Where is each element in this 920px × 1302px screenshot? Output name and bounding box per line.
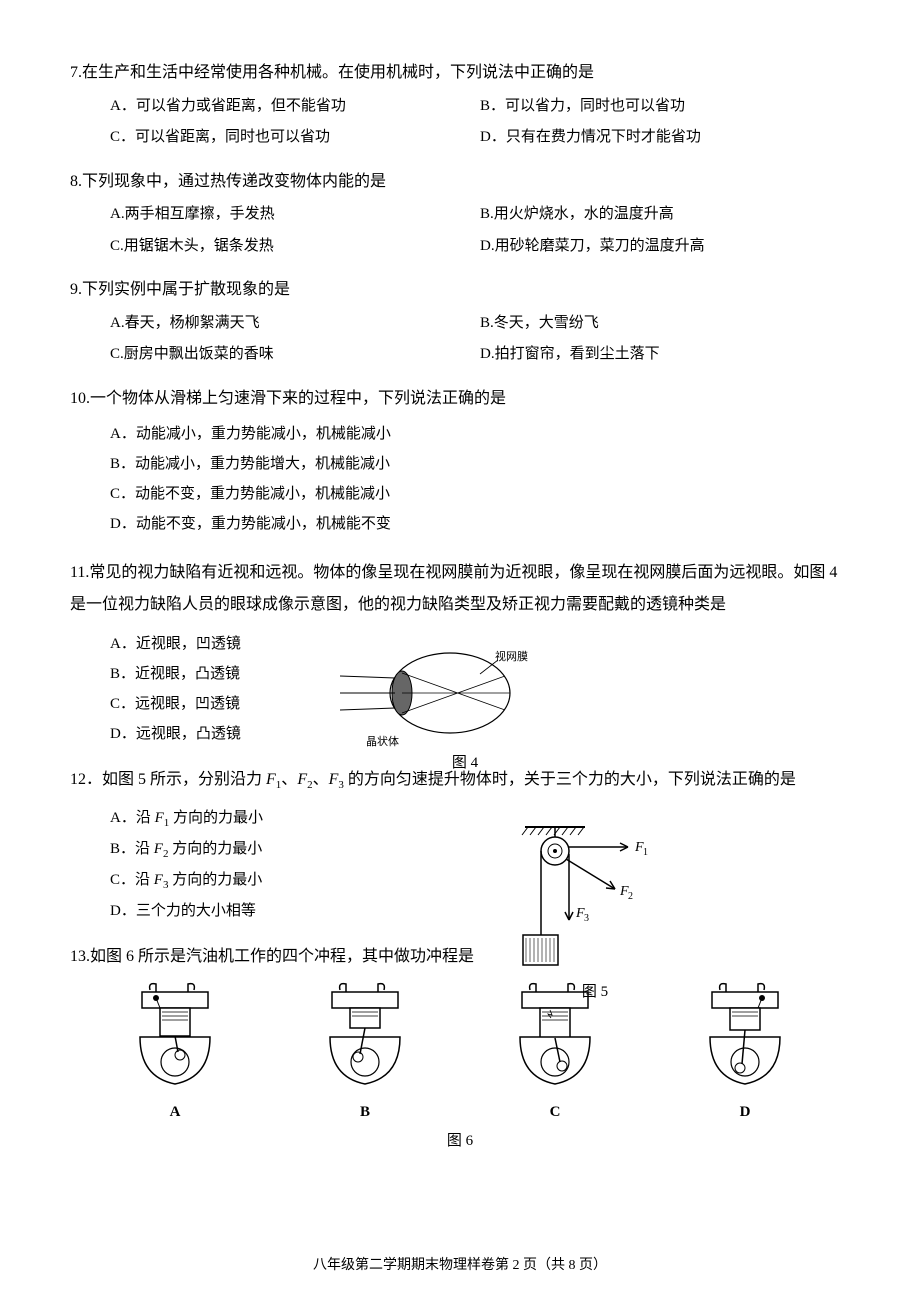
q9-opt-c: C.厨房中飘出饭菜的香味 bbox=[110, 342, 480, 368]
q7-stem: 7.在生产和生活中经常使用各种机械。在使用机械时，下列说法中正确的是 bbox=[70, 60, 850, 86]
q7-opt-b: B．可以省力，同时也可以省功 bbox=[480, 94, 850, 120]
q8-stem: 8.下列现象中，通过热传递改变物体内能的是 bbox=[70, 169, 850, 195]
q10-opt-a: A．动能减小，重力势能减小，机械能减小 bbox=[70, 419, 850, 449]
q11-stem: 11.常见的视力缺陷有近视和远视。物体的像呈现在视网膜前为近视眼，像呈现在视网膜… bbox=[70, 557, 850, 621]
q12-opt-c: C．沿 F3 方向的力最小 bbox=[70, 865, 850, 896]
engine-c-label: C bbox=[550, 1104, 561, 1121]
q8-opt-c: C.用锯锯木头，锯条发热 bbox=[110, 234, 480, 260]
q8-opt-a: A.两手相互摩擦，手发热 bbox=[110, 202, 480, 228]
q12-opt-d: D．三个力的大小相等 bbox=[70, 896, 850, 926]
q8-opt-d: D.用砂轮磨菜刀，菜刀的温度升高 bbox=[480, 234, 850, 260]
engine-b: B bbox=[310, 982, 420, 1121]
q12-opt-b: B．沿 F2 方向的力最小 bbox=[70, 834, 850, 865]
engine-a-icon bbox=[120, 982, 230, 1090]
question-7: 7.在生产和生活中经常使用各种机械。在使用机械时，下列说法中正确的是 A．可以省… bbox=[70, 60, 850, 151]
q9-opt-d: D.拍打窗帘，看到尘土落下 bbox=[480, 342, 850, 368]
q10-stem: 10.一个物体从滑梯上匀速滑下来的过程中，下列说法正确的是 bbox=[70, 386, 850, 412]
retina-label: 视网膜 bbox=[495, 648, 528, 664]
q12-opt-a: A．沿 F1 方向的力最小 bbox=[70, 803, 850, 834]
question-12: 12．如图 5 所示，分别沿力 F1、F2、F3 的方向匀速提升物体时，关于三个… bbox=[70, 767, 850, 926]
engine-b-label: B bbox=[360, 1104, 370, 1121]
q10-opt-c: C．动能不变，重力势能减小，机械能减小 bbox=[70, 479, 850, 509]
figure-5-caption: 图 5 bbox=[510, 980, 680, 1001]
engine-a-label: A bbox=[170, 1104, 181, 1121]
q7-opt-c: C．可以省距离，同时也可以省功 bbox=[110, 125, 480, 151]
q7-opt-d: D．只有在费力情况下时才能省功 bbox=[480, 125, 850, 151]
engine-d-label: D bbox=[740, 1104, 751, 1121]
svg-text:1: 1 bbox=[643, 847, 648, 858]
question-8: 8.下列现象中，通过热传递改变物体内能的是 A.两手相互摩擦，手发热 B.用火炉… bbox=[70, 169, 850, 260]
q9-stem: 9.下列实例中属于扩散现象的是 bbox=[70, 277, 850, 303]
figure-6-caption: 图 6 bbox=[70, 1129, 850, 1150]
q9-opt-a: A.春天，杨柳絮满天飞 bbox=[110, 311, 480, 337]
q10-opt-d: D．动能不变，重力势能减小，机械能不变 bbox=[70, 509, 850, 539]
engine-b-icon bbox=[310, 982, 420, 1090]
q8-opt-b: B.用火炉烧水，水的温度升高 bbox=[480, 202, 850, 228]
figure-4-eye-diagram: 视网膜 晶状体 图 4 bbox=[340, 648, 550, 748]
lens-label: 晶状体 bbox=[366, 733, 399, 749]
figure-4-caption: 图 4 bbox=[380, 751, 550, 772]
q9-opt-b: B.冬天，大雪纷飞 bbox=[480, 311, 850, 337]
engine-a: A bbox=[120, 982, 230, 1121]
engine-c: C bbox=[500, 982, 610, 1121]
pulley-diagram-icon: F1 F2 F3 bbox=[480, 825, 680, 975]
q13-stem: 13.如图 6 所示是汽油机工作的四个冲程，其中做功冲程是 bbox=[70, 944, 850, 970]
engine-figures-row: A B bbox=[70, 982, 850, 1121]
question-9: 9.下列实例中属于扩散现象的是 A.春天，杨柳絮满天飞 B.冬天，大雪纷飞 C.… bbox=[70, 277, 850, 368]
engine-d: D bbox=[690, 982, 800, 1121]
question-13: 13.如图 6 所示是汽油机工作的四个冲程，其中做功冲程是 A bbox=[70, 944, 850, 1150]
q7-opt-a: A．可以省力或省距离，但不能省功 bbox=[110, 94, 480, 120]
figure-5-pulley-diagram: F1 F2 F3 图 5 bbox=[480, 825, 680, 985]
engine-d-icon bbox=[690, 982, 800, 1090]
svg-text:2: 2 bbox=[628, 891, 633, 902]
svg-text:3: 3 bbox=[584, 913, 589, 924]
page-footer: 八年级第二学期期末物理样卷第 2 页（共 8 页） bbox=[0, 1254, 920, 1274]
question-10: 10.一个物体从滑梯上匀速滑下来的过程中，下列说法正确的是 A．动能减小，重力势… bbox=[70, 386, 850, 540]
q10-opt-b: B．动能减小，重力势能增大，机械能减小 bbox=[70, 449, 850, 479]
